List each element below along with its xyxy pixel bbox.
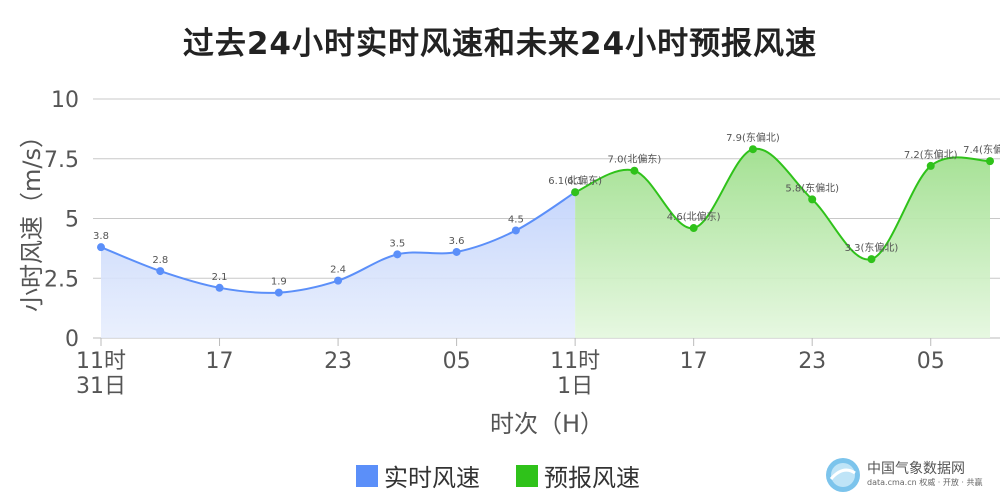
y-tick-label: 0 <box>65 327 79 352</box>
data-label: 3.3(东偏北) <box>845 241 899 254</box>
data-label: 6.1(北偏东) <box>548 174 602 187</box>
legend-label-observed: 实时风速 <box>384 464 480 492</box>
data-label: 7.9(东偏北) <box>726 131 780 144</box>
data-point[interactable] <box>630 166 639 175</box>
x-tick-label: 17 <box>206 349 234 374</box>
area-fill-0 <box>101 192 576 338</box>
data-point[interactable] <box>571 188 580 197</box>
area-fill-1 <box>575 148 990 338</box>
data-label: 3.8 <box>93 231 109 242</box>
data-point[interactable] <box>334 276 343 285</box>
data-point[interactable] <box>867 255 876 264</box>
data-label: 3.6 <box>449 236 465 247</box>
area-fills <box>101 148 990 338</box>
data-point[interactable] <box>808 195 817 204</box>
data-point[interactable] <box>156 267 165 276</box>
legend-item-observed[interactable]: 实时风速 <box>356 458 480 493</box>
data-point[interactable] <box>97 243 105 252</box>
x-tick-label: 17 <box>680 349 708 374</box>
y-tick-label: 2.5 <box>44 267 79 292</box>
x-tick-label: 11时 <box>550 349 600 374</box>
data-point[interactable] <box>452 247 461 256</box>
data-label: 7.4(东偏北) <box>963 143 1000 156</box>
legend-label-forecast: 预报风速 <box>544 464 640 492</box>
data-label: 5.8(东偏北) <box>785 181 839 194</box>
data-point[interactable] <box>986 157 994 166</box>
data-label: 2.8 <box>152 255 168 266</box>
legend-swatch-observed <box>356 464 378 487</box>
chart-title: 过去24小时实时风速和未来24小时预报风速 <box>182 26 818 62</box>
data-points <box>97 145 994 297</box>
data-label: 2.4 <box>330 265 346 276</box>
y-tick-label: 7.5 <box>44 148 79 173</box>
x-tick-label: 05 <box>917 349 945 374</box>
cma-globe-icon <box>826 458 860 492</box>
data-point[interactable] <box>926 161 935 170</box>
x-tick-label: 11时 <box>76 349 126 374</box>
data-point[interactable] <box>215 283 224 292</box>
legend-item-forecast[interactable]: 预报风速 <box>516 458 640 493</box>
data-point[interactable] <box>393 250 402 259</box>
y-tick-label: 10 <box>51 88 79 113</box>
series-line-1 <box>574 147 991 261</box>
data-label: 4.5 <box>508 214 524 225</box>
x-tick-label: 23 <box>798 349 826 374</box>
logo-name: 中国气象数据网 <box>867 461 965 477</box>
data-point[interactable] <box>274 288 283 297</box>
y-axis-title: 小时风速（m/s） <box>18 124 46 312</box>
x-tick-label: 31日 <box>76 374 126 399</box>
data-label: 4.6(北偏东) <box>667 210 721 223</box>
legend-swatch-forecast <box>516 464 538 487</box>
data-label: 7.2(东偏北) <box>904 148 958 161</box>
data-point[interactable] <box>511 226 520 235</box>
logo-site: data.cma.cn 权威 · 开放 · 共赢 <box>867 478 983 487</box>
cma-logo: 中国气象数据网 data.cma.cn 权威 · 开放 · 共赢 <box>823 455 993 495</box>
data-label: 2.1 <box>212 272 228 283</box>
data-point[interactable] <box>748 145 757 154</box>
x-tick-label: 05 <box>443 349 471 374</box>
data-labels: 3.8 2.8 2.1 1.9 2.4 3.5 3.6 4.5 6.16.1(北偏东) 7.0(北… <box>93 131 1000 287</box>
x-tick-label: 23 <box>324 349 352 374</box>
x-tick-label: 1日 <box>557 374 593 399</box>
data-label: 6.1 <box>567 176 583 187</box>
y-tick-label: 5 <box>65 208 79 233</box>
legend: 实时风速 预报风速 <box>356 458 676 493</box>
data-label: 7.0(北偏东) <box>608 153 662 166</box>
x-axis-title: 时次（H） <box>490 410 604 438</box>
data-point[interactable] <box>689 224 698 233</box>
y-tick-labels: 0 2.5 5 7.5 10 <box>44 88 79 352</box>
data-label: 3.5 <box>389 238 405 249</box>
data-label: 1.9 <box>271 277 287 288</box>
